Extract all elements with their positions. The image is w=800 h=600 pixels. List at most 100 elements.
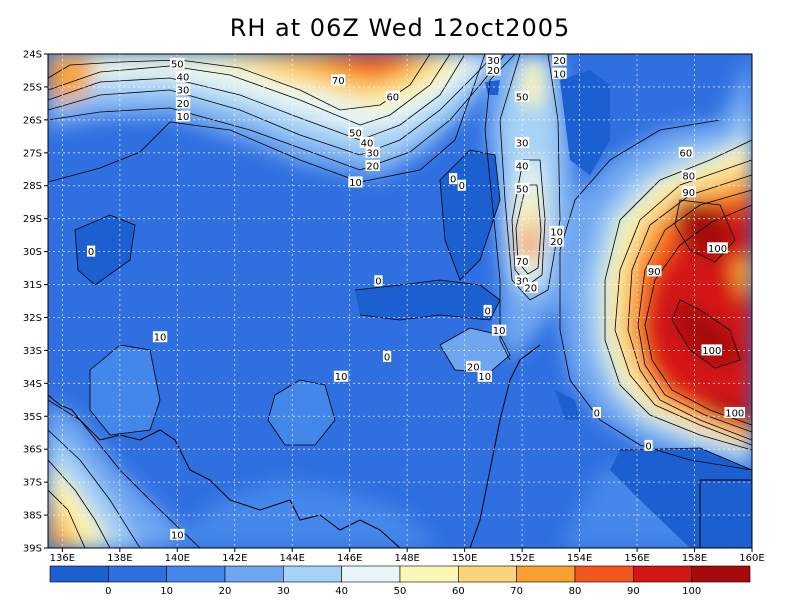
contour-label-bg xyxy=(549,235,564,247)
contour-label: 10 xyxy=(154,333,167,344)
lat-tick-label: 34S xyxy=(23,379,42,390)
contour-label-bg xyxy=(514,159,530,171)
colorbar-swatch xyxy=(341,565,401,583)
contour-label: 10 xyxy=(349,178,362,189)
contour-label: 50 xyxy=(171,59,184,70)
contour-label: 90 xyxy=(682,188,695,199)
lon-tick-label: 156E xyxy=(624,553,649,564)
contour-label-bg xyxy=(359,136,375,148)
contour-label-bg xyxy=(374,275,383,287)
contour-label: 60 xyxy=(680,148,693,159)
lat-tick-label: 28S xyxy=(23,181,42,192)
contour-label: 10 xyxy=(553,69,566,80)
lat-tick-label: 30S xyxy=(23,247,42,258)
lon-tick-label: 140E xyxy=(165,553,190,564)
contour-label-bg xyxy=(175,97,191,109)
colorbar-label: 90 xyxy=(627,586,640,597)
contour-label-bg xyxy=(678,146,694,158)
lon-tick-label: 154E xyxy=(567,553,592,564)
lat-tick-label: 24S xyxy=(23,50,42,61)
contour-label: 20 xyxy=(550,237,563,248)
contour-label: 0 xyxy=(484,306,490,317)
contour-label-bg xyxy=(486,64,501,76)
contour-label: 60 xyxy=(386,92,399,103)
lat-tick-label: 33S xyxy=(23,346,42,357)
contour-label-bg xyxy=(514,136,530,148)
contour-label: 10 xyxy=(171,530,184,541)
contour-label-bg xyxy=(707,242,728,254)
colorbar-swatch xyxy=(691,565,751,583)
contour-label-bg xyxy=(466,360,481,372)
colorbar-label: 100 xyxy=(682,586,701,597)
contour-label: 10 xyxy=(478,372,491,383)
contour-label: 0 xyxy=(645,441,651,452)
contour-label: 30 xyxy=(366,148,379,159)
contour-label: 20 xyxy=(467,362,480,373)
contour-label: 50 xyxy=(516,92,529,103)
contour-label-bg xyxy=(483,304,492,316)
contour-label: 20 xyxy=(177,99,190,110)
lat-tick-label: 36S xyxy=(23,445,42,456)
contour-label-bg xyxy=(514,275,530,287)
contour-label-bg xyxy=(552,67,567,79)
lon-tick-label: 146E xyxy=(337,553,362,564)
contour-label-bg xyxy=(457,179,466,191)
colorbar-label: 80 xyxy=(569,586,582,597)
contour-label-bg xyxy=(449,173,458,185)
colorbar-label: 20 xyxy=(219,586,232,597)
contour-label: 0 xyxy=(459,181,465,192)
colorbar-label: 50 xyxy=(394,586,407,597)
colorbar-swatch xyxy=(516,565,576,583)
colorbar-label: 0 xyxy=(105,586,111,597)
lon-tick-label: 138E xyxy=(107,553,132,564)
colorbar-label: 70 xyxy=(510,586,523,597)
contour-label-bg xyxy=(382,350,392,362)
lat-tick-label: 37S xyxy=(23,478,42,489)
colorbar-label: 60 xyxy=(452,586,465,597)
colorbar-swatch xyxy=(633,565,692,583)
contour-label-bg xyxy=(348,127,363,139)
contour-label-bg xyxy=(647,265,662,277)
contour-label: 90 xyxy=(648,267,661,278)
contour-label: 20 xyxy=(553,56,566,67)
lat-tick-label: 29S xyxy=(23,214,42,225)
contour-label-bg xyxy=(331,74,346,86)
contour-label: 20 xyxy=(366,161,379,172)
contour-label-bg xyxy=(701,344,723,356)
colorbar-swatch xyxy=(458,565,517,583)
colorbar-swatch xyxy=(283,565,342,583)
lon-tick-label: 148E xyxy=(394,553,419,564)
contour-label-bg xyxy=(333,370,349,382)
coastline xyxy=(48,344,752,548)
contour-label: 40 xyxy=(361,138,374,149)
contour-label-bg xyxy=(152,331,168,343)
contour-label-bg xyxy=(170,57,185,69)
contour-label: 30 xyxy=(177,86,190,97)
contour-label-bg xyxy=(491,324,507,336)
lon-tick-label: 158E xyxy=(682,553,707,564)
contour-label: 40 xyxy=(177,73,190,84)
contour-label-bg xyxy=(552,54,567,66)
colorbar-swatch xyxy=(399,565,459,583)
contour-label-bg xyxy=(365,146,380,158)
colorbar-swatch xyxy=(574,565,634,583)
contour-label-bg xyxy=(514,183,530,195)
contour-label: 30 xyxy=(487,56,500,67)
contour-label-bg xyxy=(365,159,380,171)
contour-label: 10 xyxy=(550,227,563,238)
colorbar-label: 40 xyxy=(335,586,348,597)
lat-tick-label: 26S xyxy=(23,115,42,126)
contour-label-bg xyxy=(514,255,530,267)
lat-tick-label: 39S xyxy=(23,544,42,555)
colorbar: 0 10 20 30 40 50 60 70 80 90 100 xyxy=(49,565,751,597)
contour-label-bg xyxy=(175,84,191,96)
colorbar-swatch xyxy=(166,565,226,583)
contour-label: 0 xyxy=(384,352,390,363)
contour-label-bg xyxy=(681,186,696,198)
plot-frame xyxy=(47,53,753,549)
contour-label: 70 xyxy=(332,76,345,87)
contour-label: 0 xyxy=(88,247,94,258)
contour-label-bg xyxy=(385,90,401,102)
contour-label-bg xyxy=(348,176,363,188)
lat-tick-label: 25S xyxy=(23,82,42,93)
